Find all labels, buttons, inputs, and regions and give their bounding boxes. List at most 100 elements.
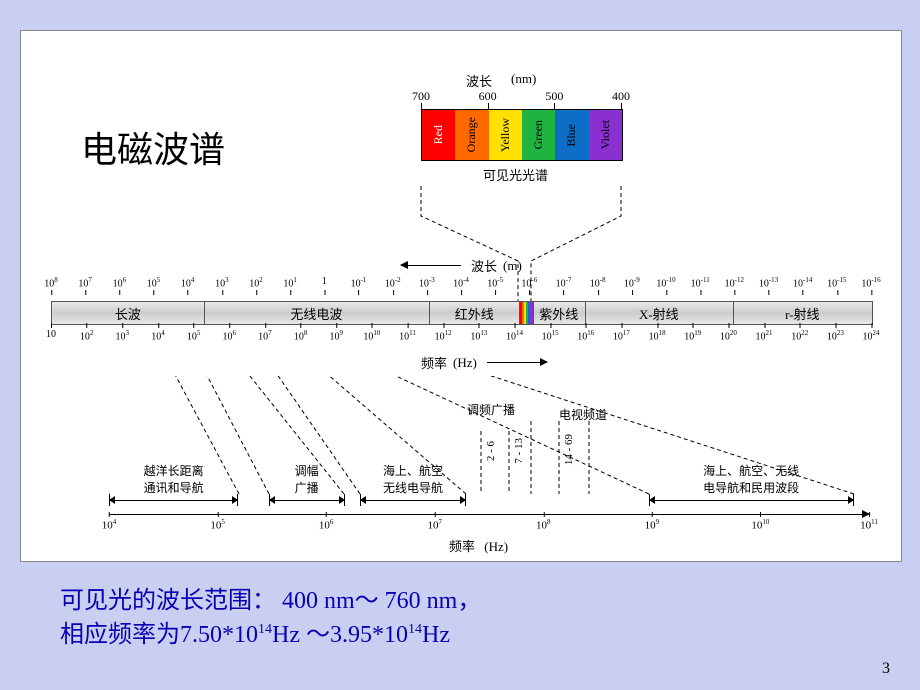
spectrum-band-bar: 长波无线电波红外线紫外线X-射线r-射线 bbox=[51, 301, 873, 325]
slide-number: 3 bbox=[882, 660, 890, 678]
vis-tick-row: 700600500400 bbox=[421, 89, 621, 103]
band-divider bbox=[533, 302, 534, 324]
arrow-right-icon bbox=[487, 362, 547, 363]
app-axis-tick: 108 bbox=[536, 518, 551, 532]
frequency-tick: 1019 bbox=[684, 329, 701, 342]
wavelength-tick: 10-11 bbox=[691, 276, 710, 289]
band-segment: X-射线 bbox=[585, 302, 733, 324]
wavelength-tick: 10-5 bbox=[487, 276, 503, 289]
vis-inset bbox=[519, 302, 532, 324]
frequency-tick: 1020 bbox=[720, 329, 737, 342]
frequency-text: 频率 bbox=[421, 353, 447, 372]
frequency-tick: 109 bbox=[329, 329, 343, 342]
wavelength-tick: 1 bbox=[322, 276, 327, 287]
frequency-tick: 108 bbox=[294, 329, 308, 342]
vis-tick: 500 bbox=[545, 89, 563, 104]
wavelength-tick: 10-1 bbox=[351, 276, 367, 289]
frequency-tick: 1016 bbox=[577, 329, 594, 342]
vis-segment: Violet bbox=[589, 110, 622, 160]
wavelength-tick: 10-12 bbox=[725, 276, 744, 289]
frequency-tick: 107 bbox=[258, 329, 272, 342]
vis-tick: 700 bbox=[412, 89, 430, 104]
band-divider bbox=[519, 302, 520, 324]
ch-range-1: 2 - 6 bbox=[485, 441, 497, 461]
wavelength-arrow-label: 波长 (m) bbox=[401, 256, 522, 275]
wavelength-tick: 102 bbox=[249, 276, 263, 289]
visible-spectrum-bar: RedOrangeYellowGreenBlueViolet bbox=[421, 109, 623, 161]
frequency-axis: 1010210310410510610710810910101011101210… bbox=[51, 329, 871, 349]
wavelength-tick: 10-13 bbox=[759, 276, 778, 289]
vis-segment: Orange bbox=[455, 110, 488, 160]
wavelength-tick: 10-14 bbox=[793, 276, 812, 289]
frequency-tick: 1011 bbox=[399, 329, 416, 342]
frequency-tick: 1014 bbox=[506, 329, 523, 342]
app-range-label: 越洋长距离通讯和导航 bbox=[109, 462, 238, 496]
app-range-label: 海上、航空、无线电导航和民用波段 bbox=[649, 462, 854, 496]
wavelength-tick: 106 bbox=[113, 276, 127, 289]
wavelength-tick: 10-16 bbox=[861, 276, 880, 289]
app-range-label: 海上、航空无线电导航 bbox=[360, 462, 466, 496]
wavelength-tick: 10-4 bbox=[453, 276, 469, 289]
diagram-title: 电磁波谱 bbox=[81, 121, 225, 173]
frequency-unit: (Hz) bbox=[453, 355, 477, 371]
wavelength-tick: 10-6 bbox=[521, 276, 537, 289]
app-axis-label: 频率 (Hz) bbox=[449, 536, 508, 555]
vis-wavelength-label: 波长 bbox=[466, 71, 492, 90]
band-segment: 红外线 bbox=[429, 302, 519, 324]
vis-wavelength-unit: (nm) bbox=[511, 71, 536, 87]
wavelength-tick: 10-7 bbox=[556, 276, 572, 289]
applications-panel: 调频广播 电视频道 2 - 6 7 - 13 14 - 69 频率 (Hz) 越… bbox=[109, 376, 869, 546]
vis-tick: 600 bbox=[479, 89, 497, 104]
band-divider bbox=[204, 302, 205, 324]
wavelength-unit: (m) bbox=[503, 258, 522, 274]
app-axis-tick: 106 bbox=[319, 518, 334, 532]
frequency-tick: 106 bbox=[223, 329, 237, 342]
frequency-arrow-label: 频率 (Hz) bbox=[421, 353, 547, 372]
wavelength-tick: 101 bbox=[283, 276, 297, 289]
app-range-label: 调幅广播 bbox=[269, 462, 345, 496]
app-axis-tick: 1011 bbox=[860, 518, 878, 532]
frequency-tick: 1022 bbox=[791, 329, 808, 342]
frequency-tick: 1013 bbox=[470, 329, 487, 342]
vis-tick: 400 bbox=[612, 89, 630, 104]
wavelength-text: 波长 bbox=[471, 256, 497, 275]
arrow-left-icon bbox=[401, 265, 461, 266]
frequency-tick: 10 bbox=[46, 329, 56, 340]
vis-segment: Blue bbox=[555, 110, 588, 160]
fm-label: 调频广播 bbox=[467, 401, 515, 418]
frequency-tick: 103 bbox=[116, 329, 130, 342]
band-segment: 无线电波 bbox=[204, 302, 430, 324]
band-segment: r-射线 bbox=[733, 302, 872, 324]
vis-segment: Red bbox=[422, 110, 455, 160]
frequency-tick: 1023 bbox=[827, 329, 844, 342]
diagram-container: 电磁波谱 波长 (nm) 700 600 500 400 RedOrangeYello… bbox=[20, 30, 902, 562]
frequency-tick: 1015 bbox=[542, 329, 559, 342]
caption-line1: 可见光的波长范围： 400 nm～ 760 nm， bbox=[60, 585, 481, 619]
band-divider bbox=[429, 302, 430, 324]
frequency-tick: 1018 bbox=[649, 329, 666, 342]
frequency-tick: 105 bbox=[187, 329, 201, 342]
app-axis-tick: 104 bbox=[102, 518, 117, 532]
wavelength-tick: 107 bbox=[78, 276, 92, 289]
frequency-tick: 1021 bbox=[756, 329, 773, 342]
vis-segment: Yellow bbox=[489, 110, 522, 160]
app-axis-tick: 107 bbox=[427, 518, 442, 532]
app-frequency-axis bbox=[109, 514, 869, 515]
app-axis-tick: 109 bbox=[645, 518, 660, 532]
wavelength-tick: 10-10 bbox=[656, 276, 675, 289]
ch-range-2: 7 - 13 bbox=[513, 438, 525, 464]
app-axis-tick: 1010 bbox=[751, 518, 769, 532]
vis-segment: Green bbox=[522, 110, 555, 160]
wavelength-axis: 108107106105104103102101110-110-210-310-… bbox=[51, 276, 871, 296]
frequency-tick: 102 bbox=[80, 329, 94, 342]
band-segment: 长波 bbox=[52, 302, 204, 324]
band-divider bbox=[585, 302, 586, 324]
frequency-tick: 1024 bbox=[863, 329, 880, 342]
vis-bottom-label: 可见光光谱 bbox=[483, 165, 548, 184]
wavelength-tick: 10-8 bbox=[590, 276, 606, 289]
tv-label: 电视频道 bbox=[559, 406, 607, 423]
band-segment: 紫外线 bbox=[533, 302, 585, 324]
app-axis-tick: 105 bbox=[210, 518, 225, 532]
wavelength-tick: 103 bbox=[215, 276, 229, 289]
caption-line2: 相应频率为7.50*1014Hz ～3.95*1014Hz bbox=[60, 619, 481, 653]
